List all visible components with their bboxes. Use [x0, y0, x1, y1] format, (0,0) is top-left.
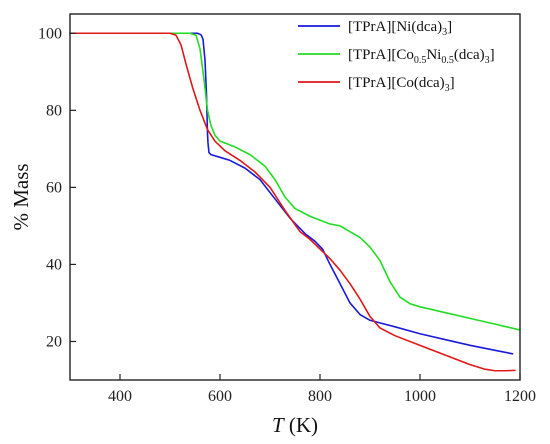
y-tick-label: 60 — [46, 179, 62, 196]
plot-frame — [69, 13, 521, 381]
series-line-3 — [69, 32, 516, 372]
x-tick-label: 600 — [208, 388, 232, 405]
y-tick-label: 80 — [46, 102, 62, 119]
y-tick-label: 40 — [46, 256, 62, 273]
legend: [TPrA][Ni(dca)3] [TPrA][Co0.5Ni0.5(dca)3]… — [298, 19, 495, 94]
x-tick-label: 800 — [308, 388, 332, 405]
y-tick-label: 20 — [46, 333, 62, 350]
legend-label-2: [TPrA][Co0.5Ni0.5(dca)3] — [348, 47, 495, 66]
x-tick-label: 1200 — [504, 388, 536, 405]
ticks-layer: 400 600 800 1000 1200 20 40 60 80 100 — [38, 25, 536, 405]
x-axis-title-unit: (K) — [284, 413, 318, 437]
y-axis-title: % Mass — [9, 163, 33, 230]
y-tick-label: 100 — [38, 25, 62, 42]
x-tick-label: 400 — [108, 388, 132, 405]
legend-label-1: [TPrA][Ni(dca)3] — [348, 19, 452, 38]
series-line-1 — [69, 32, 514, 355]
legend-label-3: [TPrA][Co(dca)3] — [348, 75, 455, 94]
series-layer — [69, 32, 521, 372]
series-line-2 — [69, 32, 521, 331]
x-axis-title-var: T — [272, 413, 285, 437]
x-axis-title: T (K) — [272, 413, 318, 437]
x-tick-label: 1000 — [404, 388, 436, 405]
